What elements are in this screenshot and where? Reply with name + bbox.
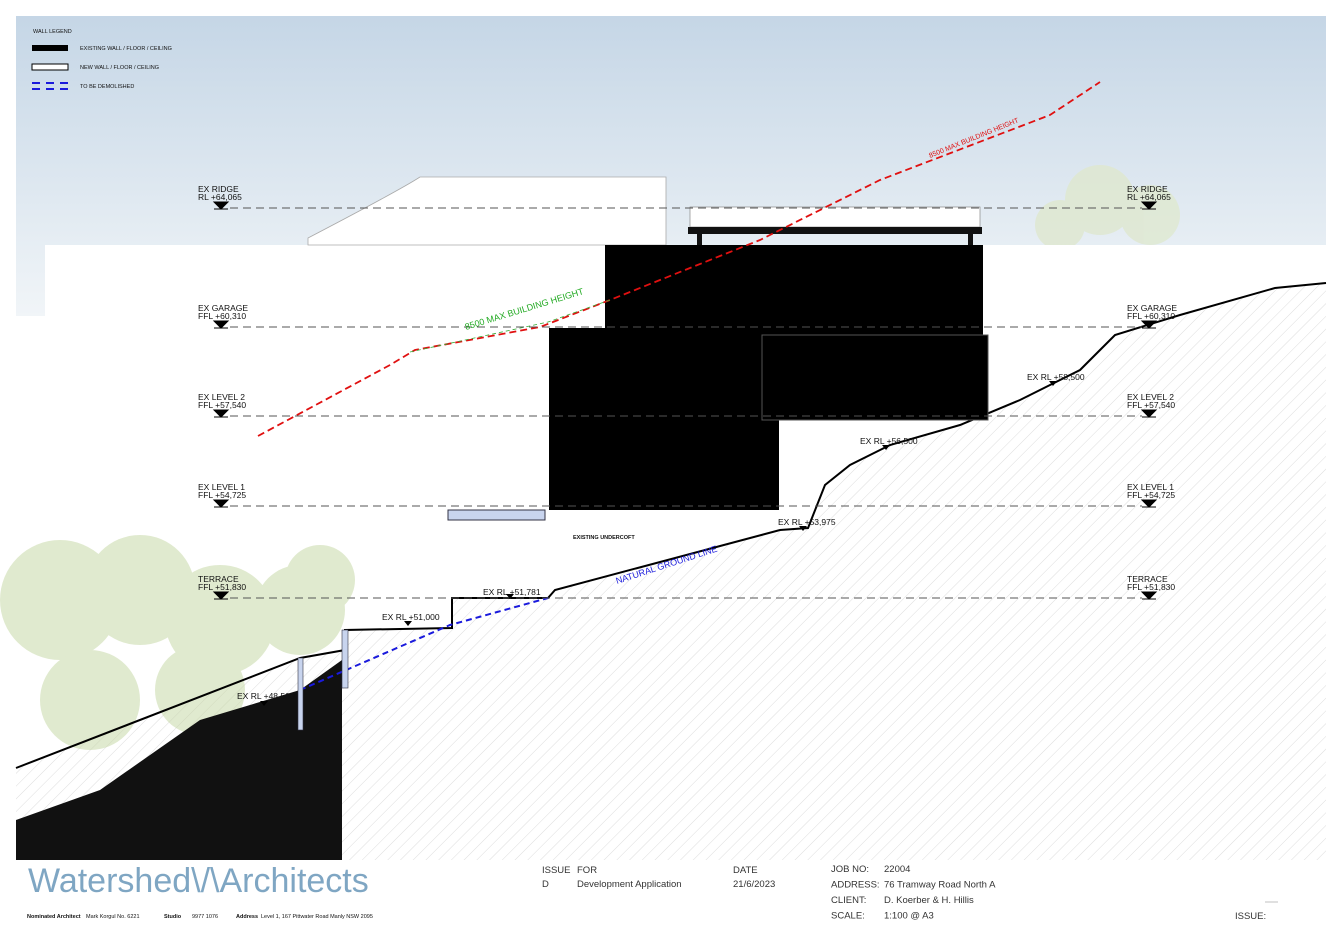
ground-hatch [16, 283, 1326, 860]
issue-header: DATE [733, 865, 758, 876]
level-rl: RL +64,065 [198, 192, 242, 202]
level-marker [212, 409, 230, 418]
legend-item: TO BE DEMOLISHED [80, 84, 134, 90]
level-name: EX LEVEL 1 [198, 482, 245, 492]
level-marker [212, 201, 230, 210]
level-name: EX RIDGE [198, 184, 239, 194]
building [297, 245, 989, 731]
legend: WALL LEGEND EXISTING WALL / FLOOR / CEIL… [31, 29, 172, 90]
level-marker [212, 499, 230, 508]
level-rl: FFL +51,830 [198, 582, 246, 592]
footer-label: Nominated Architect [27, 914, 81, 920]
height-plane-red [257, 81, 1101, 437]
spot-level: EX RL +53,975 [778, 517, 836, 527]
height-plane-green [409, 299, 611, 353]
level-marker [1140, 591, 1158, 600]
job-value: 22004 [884, 864, 910, 875]
level-name: EX GARAGE [1127, 303, 1177, 313]
issue-cell: 21/6/2023 [733, 879, 775, 890]
legend-title: WALL LEGEND [33, 29, 72, 35]
spot-level: EX RL +56,500 [860, 436, 918, 446]
trees-right [1035, 165, 1180, 250]
level-marker [1140, 320, 1158, 329]
footer-value: 9977 1076 [192, 914, 218, 920]
level-name: EX LEVEL 1 [1127, 482, 1174, 492]
footer-value: Mark Korgul No. 6221 [86, 914, 140, 920]
roof-deck [688, 206, 982, 246]
legend-swatch [31, 82, 69, 90]
spot-marker [260, 701, 268, 706]
level-name: EX RIDGE [1127, 184, 1168, 194]
spot-levels: EX RL +48,500 EX RL +51,000 EX RL +51,781 E… [237, 372, 1085, 706]
level-marker [1140, 499, 1158, 508]
level-rl: RL +64,065 [1127, 192, 1171, 202]
job-label: SCALE: [831, 911, 865, 922]
job-value: 1:100 @ A3 [884, 911, 934, 922]
level-rl: FFL +57,540 [1127, 400, 1175, 410]
level-rl: FFL +54,725 [198, 490, 246, 500]
level-rl: FFL +60,310 [1127, 311, 1175, 321]
level-marker [212, 320, 230, 329]
spot-marker [1049, 381, 1057, 386]
annotation: EXISTING UNDERCOFT [573, 535, 635, 541]
issue-cell: Development Application [577, 879, 682, 890]
footer-label: Studio [164, 914, 182, 920]
level-name: TERRACE [198, 574, 239, 584]
existing-house-outline [307, 176, 667, 246]
legend-item: EXISTING WALL / FLOOR / CEILING [80, 46, 172, 52]
job-label: CLIENT: [831, 895, 866, 906]
ground-line [15, 282, 1327, 769]
spot-marker [404, 621, 412, 626]
firm-name: Watershed\/\Architects [28, 862, 369, 900]
spot-level: EX RL +51,000 [382, 612, 440, 622]
level-name: EX LEVEL 2 [1127, 392, 1174, 402]
footer-label: Address [236, 914, 258, 920]
level-marker [1140, 201, 1158, 210]
job-label: JOB NO: [831, 864, 869, 875]
level-rl: FFL +57,540 [198, 400, 246, 410]
job-value: 76 Tramway Road North A [884, 880, 996, 891]
title-block [0, 860, 1340, 947]
issue-header: FOR [577, 865, 597, 876]
level-name: EX LEVEL 2 [198, 392, 245, 402]
job-value: D. Koerber & H. Hillis [884, 895, 974, 906]
legend-item: NEW WALL / FLOOR / CEILING [80, 65, 159, 71]
legend-swatch [31, 63, 69, 71]
footer: Nominated Architect Mark Korgul No. 6221 S… [27, 864, 1266, 922]
footer-value: Level 1, 167 Pittwater Road Manly NSW 20… [261, 914, 373, 920]
legend-swatch [32, 45, 68, 51]
level-rl: FFL +60,310 [198, 311, 246, 321]
spot-level: EX RL +51,781 [483, 587, 541, 597]
level-marker [1140, 409, 1158, 418]
level-rl: FFL +51,830 [1127, 582, 1175, 592]
issue-header: ISSUE [542, 865, 571, 876]
spot-level: EX RL +48,500 [237, 691, 295, 701]
job-label: ADDRESS: [831, 880, 880, 891]
spot-level: EX RL +58,500 [1027, 372, 1085, 382]
issue-cell: D [542, 879, 549, 890]
spot-marker [799, 526, 807, 531]
spot-marker [882, 445, 890, 450]
level-name: EX GARAGE [198, 303, 248, 313]
level-rl: FFL +54,725 [1127, 490, 1175, 500]
earth [16, 660, 342, 860]
spot-marker [506, 594, 514, 599]
issue-label: ISSUE: [1235, 911, 1266, 922]
natural-ground-line [299, 597, 549, 691]
level-name: TERRACE [1127, 574, 1168, 584]
level-marker [212, 591, 230, 600]
